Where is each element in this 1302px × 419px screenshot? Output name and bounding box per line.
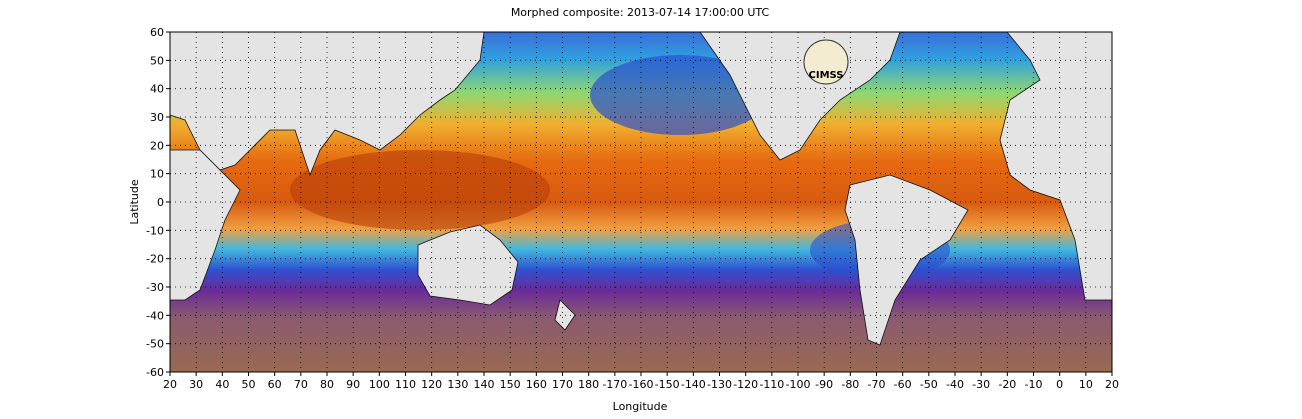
map-area: CIMSS bbox=[169, 31, 1113, 373]
y-tick-label: -40 bbox=[146, 309, 164, 322]
dry-region bbox=[590, 55, 770, 135]
x-tick-label: 80 bbox=[320, 378, 334, 391]
y-tick-label: 40 bbox=[150, 83, 164, 96]
x-tick-label: 90 bbox=[346, 378, 360, 391]
x-tick-label: -160 bbox=[629, 378, 654, 391]
logo: CIMSS bbox=[803, 39, 849, 85]
x-tick-label: 110 bbox=[395, 378, 416, 391]
y-tick-label: 20 bbox=[150, 139, 164, 152]
x-tick-label: 160 bbox=[526, 378, 547, 391]
x-tick-label: -70 bbox=[868, 378, 886, 391]
x-tick-label: -90 bbox=[815, 378, 833, 391]
x-tick-label: 120 bbox=[421, 378, 442, 391]
logo-text: CIMSS bbox=[809, 70, 844, 81]
x-tick-label: -40 bbox=[946, 378, 964, 391]
x-tick-label: -10 bbox=[1025, 378, 1043, 391]
y-tick-label: 10 bbox=[150, 168, 164, 181]
x-tick-label: 60 bbox=[268, 378, 282, 391]
x-tick-label: -60 bbox=[894, 378, 912, 391]
x-tick-label: 180 bbox=[578, 378, 599, 391]
x-tick-label: 140 bbox=[474, 378, 495, 391]
logo-disc bbox=[803, 39, 849, 85]
y-tick-label: -10 bbox=[146, 224, 164, 237]
x-tick-label: -120 bbox=[733, 378, 758, 391]
y-tick-label: -50 bbox=[146, 338, 164, 351]
x-tick-label: -100 bbox=[786, 378, 811, 391]
x-tick-label: 70 bbox=[294, 378, 308, 391]
x-tick-label: 50 bbox=[242, 378, 256, 391]
x-tick-label: 170 bbox=[552, 378, 573, 391]
x-tick-label: 20 bbox=[163, 378, 177, 391]
y-tick-label: -20 bbox=[146, 253, 164, 266]
x-tick-label: -110 bbox=[759, 378, 784, 391]
x-tick-label: -30 bbox=[972, 378, 990, 391]
x-tick-label: 10 bbox=[1079, 378, 1093, 391]
x-tick-label: 30 bbox=[189, 378, 203, 391]
map-title: Morphed composite: 2013-07-14 17:00:00 U… bbox=[511, 6, 770, 19]
x-tick-label: 100 bbox=[369, 378, 390, 391]
land bbox=[169, 31, 1113, 346]
x-tick-label: -130 bbox=[707, 378, 732, 391]
x-tick-label: -80 bbox=[841, 378, 859, 391]
moist-region bbox=[290, 150, 550, 230]
y-tick-label: 50 bbox=[150, 54, 164, 67]
y-tick-label: -30 bbox=[146, 281, 164, 294]
y-tick-label: 30 bbox=[150, 111, 164, 124]
x-tick-label: -170 bbox=[602, 378, 627, 391]
x-tick-label: 0 bbox=[1056, 378, 1063, 391]
x-tick-label: -150 bbox=[655, 378, 680, 391]
y-tick-label: 0 bbox=[157, 196, 164, 209]
x-tick-label: 40 bbox=[215, 378, 229, 391]
x-tick-label: -50 bbox=[920, 378, 938, 391]
y-axis-label: Latitude bbox=[128, 179, 141, 225]
x-tick-label: 20 bbox=[1105, 378, 1119, 391]
y-tick-label: 60 bbox=[150, 26, 164, 39]
x-tick-label: 150 bbox=[500, 378, 521, 391]
y-tick-label: -60 bbox=[146, 366, 164, 379]
x-tick-label: -140 bbox=[681, 378, 706, 391]
x-axis-label: Longitude bbox=[613, 400, 668, 413]
x-tick-label: 130 bbox=[447, 378, 468, 391]
x-tick-label: -20 bbox=[998, 378, 1016, 391]
